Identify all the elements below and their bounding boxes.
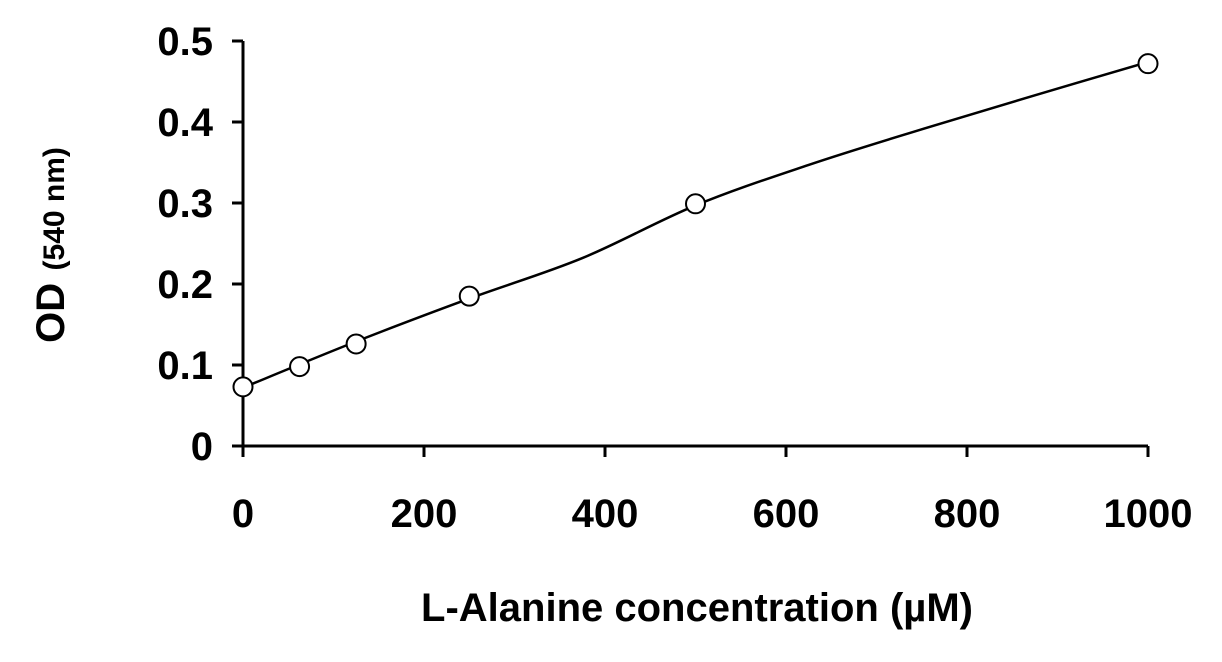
data-point — [1137, 53, 1159, 75]
data-point — [685, 193, 706, 215]
x-tick-label: 0 — [232, 492, 254, 536]
data-points — [232, 53, 1159, 398]
y-ticks: 0 0.1 0.2 0.3 0.4 0.5 — [157, 20, 243, 469]
y-tick-label: 0.2 — [157, 263, 213, 307]
x-tick-label: 600 — [753, 492, 820, 536]
y-axis-title-unit: (540 nm) — [38, 147, 71, 270]
x-tick-label: 800 — [934, 492, 1001, 536]
y-tick-label: 0.4 — [157, 101, 213, 145]
data-point — [289, 356, 311, 378]
y-tick-label: 0 — [191, 425, 213, 469]
x-axis-title: L-Alanine concentration (µM) — [421, 586, 973, 630]
data-point — [345, 333, 367, 355]
y-tick-label: 0.3 — [157, 182, 213, 226]
fit-curve — [242, 60, 1149, 389]
y-tick-label: 0.1 — [157, 344, 213, 388]
x-ticks: 0 200 400 600 800 1000 — [232, 446, 1193, 536]
x-tick-label: 1000 — [1104, 492, 1193, 536]
fit-curve-group — [242, 60, 1149, 389]
y-tick-label: 0.5 — [157, 20, 213, 64]
x-tick-label: 200 — [391, 492, 458, 536]
data-point — [232, 376, 254, 398]
y-axis-title-main: OD — [29, 283, 73, 343]
data-point — [458, 285, 480, 307]
x-tick-label: 400 — [572, 492, 639, 536]
y-axis-title: OD (540 nm) — [29, 147, 73, 343]
